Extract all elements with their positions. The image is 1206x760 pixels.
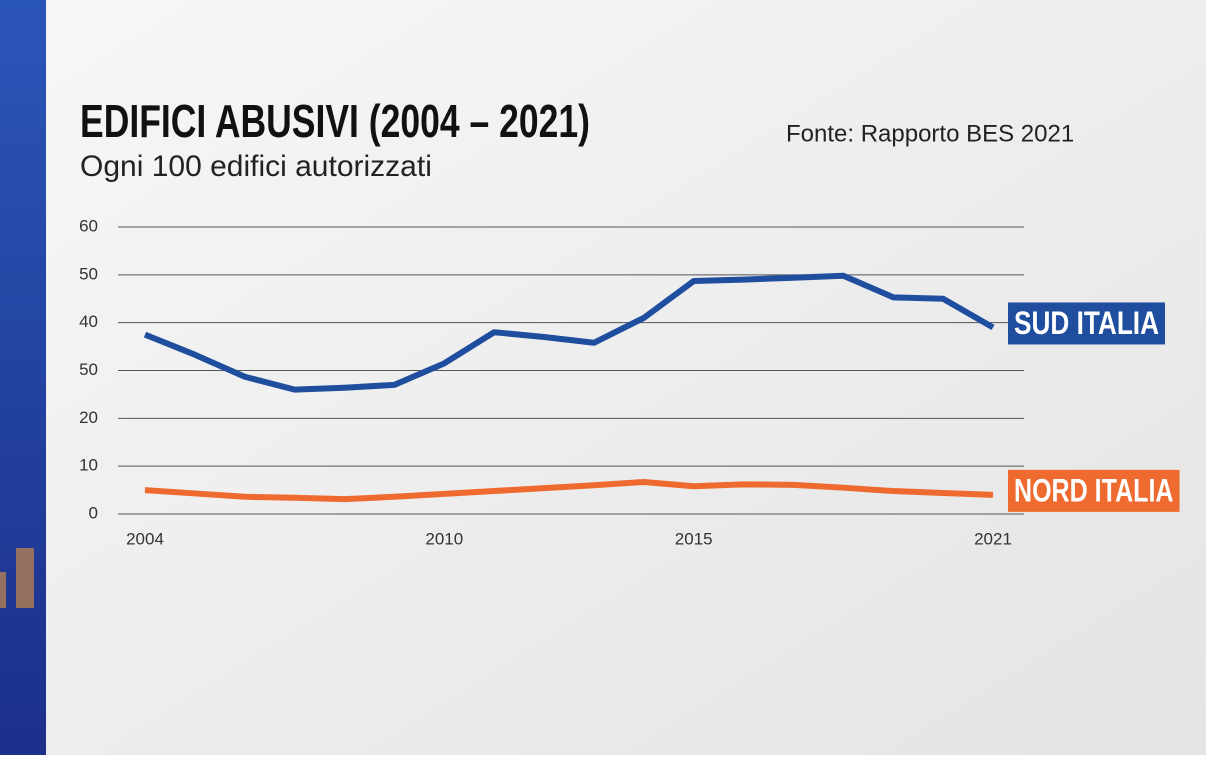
y-tick-label: 0 (89, 503, 98, 522)
x-tick-label: 2004 (126, 529, 164, 548)
chart-subtitle: Ogni 100 edifici autorizzati (80, 150, 432, 183)
x-tick-label: 2021 (974, 529, 1012, 548)
decor (16, 548, 34, 608)
series-line (144, 478, 994, 503)
x-tick-label: 2015 (675, 529, 713, 548)
legend-label: SUD ITALIA (1014, 305, 1159, 341)
decor (0, 572, 6, 608)
y-tick-label: 60 (79, 216, 98, 235)
y-tick-label: 40 (79, 312, 98, 331)
y-tick-label: 50 (79, 264, 98, 283)
legend-item: SUD ITALIA (1008, 302, 1165, 345)
y-tick-label: 20 (79, 408, 98, 427)
legend-label: NORD ITALIA (1014, 472, 1174, 508)
x-tick-label: 2010 (425, 529, 463, 548)
legend-box (1008, 469, 1180, 512)
y-tick-label: 50 (79, 360, 98, 379)
side-strip (0, 0, 46, 755)
legend-item: NORD ITALIA (1008, 469, 1180, 512)
legend-box (1008, 302, 1165, 345)
series-line (143, 272, 995, 393)
source: Fonte: Rapporto BES 2021 (786, 120, 1074, 147)
chart-title: EDIFICI ABUSIVI (2004 – 2021) (80, 95, 590, 147)
y-tick-label: 10 (79, 456, 98, 475)
